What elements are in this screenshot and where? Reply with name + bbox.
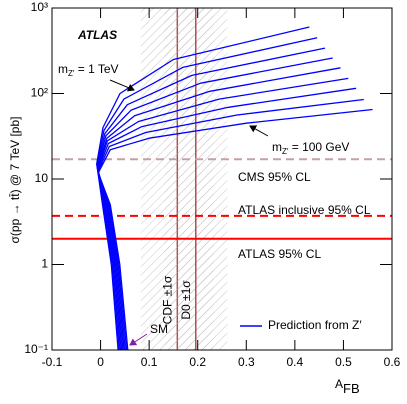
x-axis-label: AFB [335, 377, 360, 396]
sm-label: SM [150, 322, 168, 336]
prediction-curve [97, 108, 373, 351]
annotation: mZ′ = 1 TeV [58, 62, 119, 78]
y-tick-label: 10² [31, 86, 48, 100]
band-label: D0 ±1σ [179, 280, 193, 320]
band-label: CDF ±1σ [160, 275, 174, 324]
x-tick-label: 0.5 [335, 355, 352, 369]
prediction-curve [96, 57, 333, 351]
prediction-curve [96, 26, 310, 351]
x-tick-label: 0.2 [189, 355, 206, 369]
annotation-sub: Z′ [68, 69, 75, 78]
annotation-main: m [272, 140, 282, 154]
legend-label: Prediction from Z′ [268, 318, 362, 332]
y-tick-label: 10³ [31, 0, 48, 14]
x-tick-label: 0.1 [141, 355, 158, 369]
annotation-arrow [109, 79, 135, 92]
prediction-curve [97, 77, 349, 351]
annotation-arrow [249, 125, 269, 137]
prediction-curve [96, 47, 326, 351]
prediction-curve [96, 37, 318, 351]
x-tick-label: 0.6 [384, 355, 401, 369]
y-tick-label: 10⁻¹ [24, 342, 48, 356]
x-axis-label-main: A [335, 377, 343, 391]
limit-label: CMS 95% CL [238, 170, 311, 184]
annotation-rest: = 1 TeV [74, 62, 118, 76]
y-tick-label: 1 [41, 257, 48, 271]
x-tick-label: 0.4 [287, 355, 304, 369]
y-tick-label: 10 [35, 171, 49, 185]
annotation-sub: Z′ [282, 147, 289, 156]
prediction-curve [97, 98, 364, 351]
chart-title: ATLAS [77, 28, 117, 42]
limit-label: ATLAS inclusive 95% CL [238, 203, 371, 217]
annotation: mZ′ = 100 GeV [272, 140, 349, 156]
x-tick-label: 0 [97, 355, 104, 369]
x-tick-label: -0.1 [42, 355, 63, 369]
sm-arrow [129, 333, 148, 346]
annotation-rest: = 100 GeV [288, 140, 349, 154]
x-tick-label: 0.3 [238, 355, 255, 369]
x-axis-label-sub: FB [343, 381, 360, 396]
prediction-curve [96, 67, 341, 351]
annotation-main: m [58, 62, 68, 76]
prediction-curve [97, 87, 357, 351]
limit-label: ATLAS 95% CL [238, 247, 321, 261]
y-axis-label: σ(pp → tt̄) @ 7 TeV [pb] [8, 117, 22, 244]
